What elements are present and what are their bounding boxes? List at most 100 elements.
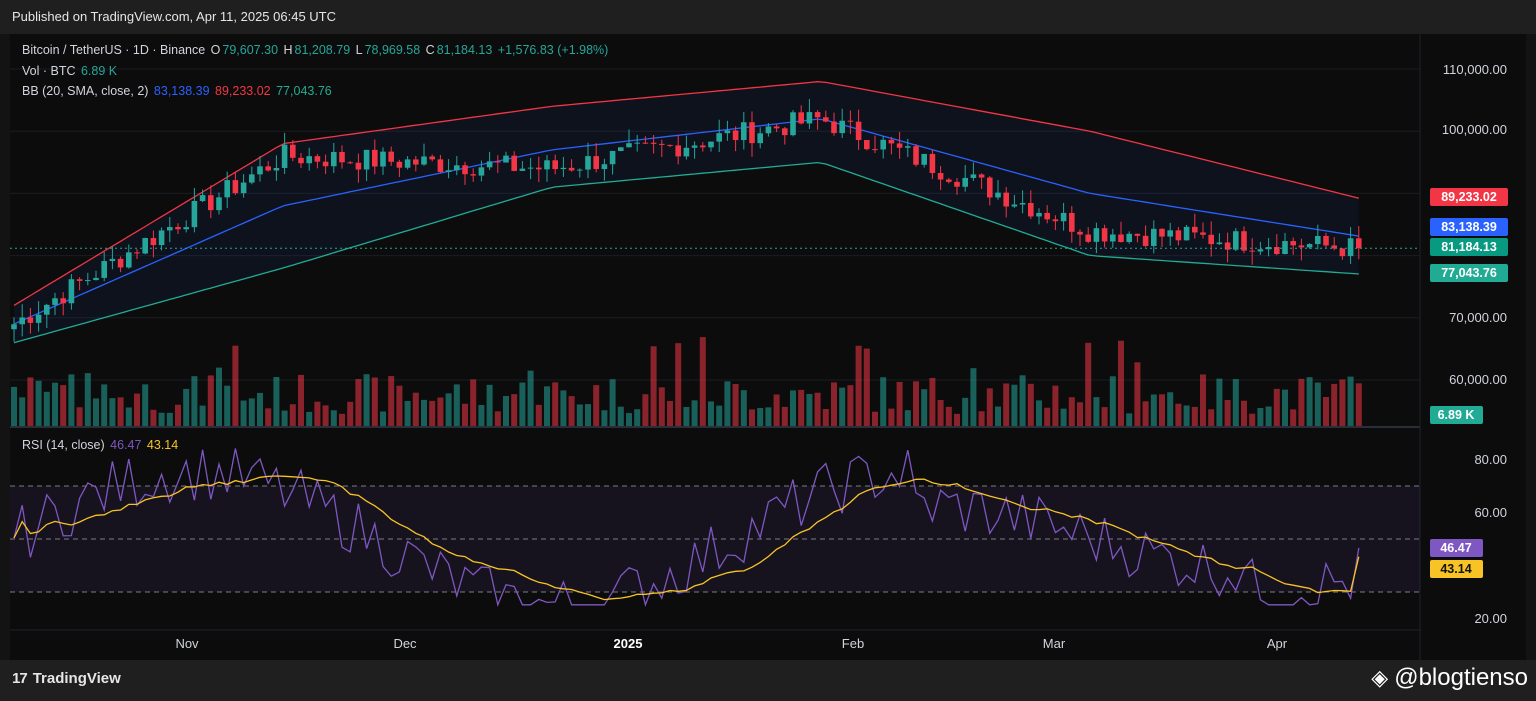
candle-body (1183, 226, 1190, 241)
candle-body (1011, 204, 1018, 207)
candle-body (486, 161, 493, 168)
volume-bar (1232, 379, 1239, 426)
chart-frame[interactable]: 110,000.00 100,000.00 70,000.00 60,000.0… (10, 34, 1526, 660)
volume-bar (1331, 383, 1338, 426)
volume-label[interactable]: Vol · BTC (22, 64, 76, 78)
bb-legend[interactable]: BB (20, SMA, close, 2) 83,138.39 89,233.… (22, 84, 334, 98)
tag-bb-upper: 89,233.02 (1430, 188, 1508, 206)
volume-bar (109, 398, 116, 426)
bollinger-bands (13, 81, 1359, 344)
candle-body (970, 174, 977, 178)
candle-body (52, 298, 58, 305)
volume-bar (134, 393, 140, 426)
volume-bar (527, 370, 534, 426)
volume-bar (1347, 376, 1354, 426)
symbol-label[interactable]: Bitcoin / TetherUS · 1D · Binance (22, 43, 206, 57)
candle-body (708, 141, 714, 148)
candle-body (609, 150, 616, 165)
candle-body (593, 156, 599, 170)
volume-bar (937, 399, 944, 426)
volume-bar (298, 374, 304, 426)
tag-rsi: 46.47 (1430, 539, 1483, 557)
candle-body (183, 227, 189, 230)
volume-bar (609, 379, 616, 426)
volume-bar (183, 388, 190, 426)
candle-body (954, 181, 960, 187)
volume-bar (1003, 383, 1010, 426)
candle-body (1347, 238, 1354, 257)
volume-bar (158, 412, 165, 426)
candle-body (962, 177, 968, 187)
candle-body (937, 173, 944, 180)
candlesticks (11, 99, 1362, 342)
volume-bar (453, 384, 460, 426)
candle-body (19, 317, 25, 325)
volume-bar (1027, 383, 1034, 426)
volume-bar (404, 400, 411, 426)
candle-body (257, 166, 263, 175)
volume-bar (347, 401, 354, 426)
high-label: H (283, 43, 293, 57)
candle-body (1167, 230, 1173, 237)
candle-body (946, 179, 952, 182)
candle-body (1249, 250, 1255, 252)
candle-body (1151, 228, 1157, 246)
candle-body (888, 139, 895, 144)
candle-body (700, 145, 706, 148)
price-chart[interactable]: 110,000.00 100,000.00 70,000.00 60,000.0… (10, 34, 1526, 660)
candle-body (782, 128, 788, 136)
volume-bar (929, 377, 936, 426)
tag-volume: 6.89 K (1430, 406, 1483, 424)
candle-body (675, 145, 681, 157)
volume-bar (166, 412, 173, 426)
candle-body (191, 200, 198, 228)
candle-body (831, 121, 837, 134)
volume-bar (363, 374, 370, 426)
candle-body (1282, 241, 1288, 255)
volume-bar (150, 409, 157, 426)
volume-bar (1191, 406, 1198, 426)
volume-bar (921, 389, 928, 426)
candle-body (1241, 231, 1247, 251)
candle-body (1101, 228, 1108, 242)
candle-body (1208, 234, 1214, 245)
volume-bar (1085, 342, 1092, 426)
volume-bar (699, 337, 706, 426)
volume-bar (84, 373, 91, 426)
volume-bar (863, 348, 870, 426)
bb-fill (14, 81, 1359, 343)
rsi-label[interactable]: RSI (14, close) (22, 438, 105, 452)
volume-bar (503, 395, 509, 426)
ohlc-legend[interactable]: Bitcoin / TetherUS · 1D · Binance O 79,60… (22, 43, 610, 57)
volume-bar (576, 404, 583, 426)
candle-body (1306, 244, 1313, 248)
volume-bar (872, 411, 878, 426)
volume-bar (1183, 405, 1190, 426)
time-label-feb: Feb (842, 636, 864, 651)
candle-body (642, 142, 649, 144)
candle-body (445, 170, 452, 172)
volume-bar (626, 413, 632, 426)
volume-bar (1306, 377, 1313, 426)
volume-bar (642, 394, 649, 426)
candle-body (1052, 219, 1059, 222)
candle-body (1175, 230, 1182, 241)
candle-body (421, 156, 427, 165)
volume-bar (888, 408, 895, 426)
volume-legend[interactable]: Vol · BTC 6.89 K (22, 64, 119, 78)
volume-bar (191, 376, 198, 426)
rsi-legend[interactable]: RSI (14, close) 46.47 43.14 (22, 438, 180, 452)
volume-bar (1134, 362, 1141, 426)
low-label: L (355, 43, 363, 57)
tradingview-brand: TradingView (32, 670, 121, 687)
candle-body (1060, 212, 1067, 222)
tradingview-logo[interactable]: 17 TradingView (12, 670, 121, 687)
candle-body (568, 167, 575, 171)
watermark: ◈ @blogtienso (1371, 664, 1528, 692)
volume-bar (388, 376, 395, 426)
volume-bar (1241, 400, 1247, 426)
candle-body (978, 174, 985, 178)
volume-bar (781, 406, 788, 426)
volume-bar (355, 379, 362, 426)
bb-label[interactable]: BB (20, SMA, close, 2) (22, 84, 149, 98)
